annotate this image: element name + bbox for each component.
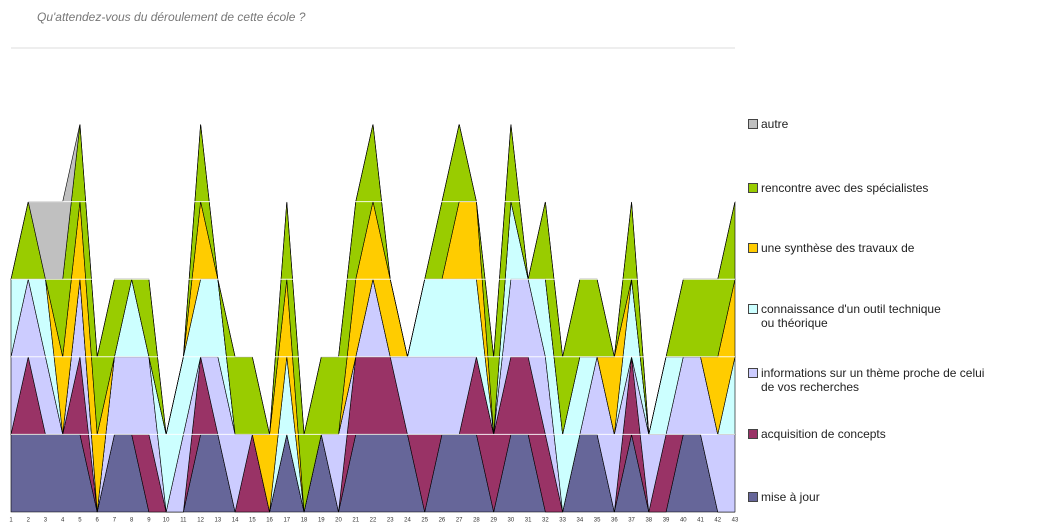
x-tick-label: 32: [542, 518, 549, 524]
legend-item: mise à jour: [748, 490, 820, 504]
x-tick-label: 10: [163, 518, 170, 524]
x-tick-label: 5: [78, 518, 82, 524]
legend-label: mise à jour: [761, 490, 820, 504]
x-tick-label: 6: [96, 518, 100, 524]
x-tick-label: 41: [697, 518, 704, 524]
x-tick-label: 26: [439, 518, 446, 524]
legend-swatch: [748, 243, 758, 253]
x-tick-label: 11: [180, 518, 187, 524]
x-tick-label: 39: [663, 518, 670, 524]
legend-label: connaissance d'un outil technique ou thé…: [761, 302, 941, 330]
legend-swatch: [748, 119, 758, 129]
legend-swatch: [748, 183, 758, 193]
legend-item: informations sur un thème proche de celu…: [748, 366, 984, 394]
x-tick-label: 38: [645, 518, 652, 524]
x-tick-label: 35: [594, 518, 601, 524]
legend-item: rencontre avec des spécialistes: [748, 181, 928, 195]
x-tick-label: 43: [732, 518, 739, 524]
x-tick-label: 1: [9, 518, 13, 524]
x-tick-label: 34: [577, 518, 584, 524]
legend-swatch: [748, 368, 758, 378]
x-tick-label: 22: [370, 518, 377, 524]
legend-swatch: [748, 492, 758, 502]
legend-label: rencontre avec des spécialistes: [761, 181, 929, 195]
x-tick-label: 20: [335, 518, 342, 524]
legend-swatch: [748, 429, 758, 439]
x-tick-label: 21: [352, 518, 359, 524]
x-tick-label: 8: [130, 518, 134, 524]
chart: Qu'attendez-vous du déroulement de cette…: [9, 10, 739, 524]
legend-item: connaissance d'un outil technique ou thé…: [748, 302, 941, 330]
x-tick-label: 37: [628, 518, 635, 524]
legend-swatch: [748, 304, 758, 314]
x-tick-label: 2: [27, 518, 31, 524]
x-tick-label: 19: [318, 518, 325, 524]
legend-label: une synthèse des travaux de: [761, 241, 915, 255]
x-tick-label: 14: [232, 518, 239, 524]
x-tick-label: 18: [301, 518, 308, 524]
legend: autre rencontre avec des spécialistes une …: [748, 0, 1058, 527]
legend-label: acquisition de concepts: [761, 427, 886, 441]
x-tick-label: 4: [61, 518, 65, 524]
x-tick-label: 36: [611, 518, 618, 524]
x-tick-label: 40: [680, 518, 687, 524]
x-tick-label: 9: [147, 518, 151, 524]
x-tick-label: 28: [473, 518, 480, 524]
x-tick-label: 16: [266, 518, 273, 524]
legend-label: autre: [761, 117, 789, 131]
x-tick-label: 13: [215, 518, 222, 524]
areas: [10, 123, 736, 513]
x-tick-label: 24: [404, 518, 411, 524]
x-tick-label: 7: [113, 518, 117, 524]
x-tick-label: 17: [283, 518, 290, 524]
legend-item: acquisition de concepts: [748, 427, 886, 441]
x-tick-label: 30: [508, 518, 515, 524]
x-tick-label: 31: [525, 518, 532, 524]
x-tick-label: 33: [559, 518, 566, 524]
legend-item: une synthèse des travaux de: [748, 241, 914, 255]
x-tick-label: 23: [387, 518, 394, 524]
x-tick-label: 27: [456, 518, 463, 524]
x-tick-label: 3: [44, 518, 48, 524]
x-tick-label: 29: [490, 518, 497, 524]
chart-title: Qu'attendez-vous du déroulement de cette…: [37, 10, 306, 24]
x-tick-label: 42: [714, 518, 721, 524]
x-tick-label: 15: [249, 518, 256, 524]
legend-item: autre: [748, 117, 788, 131]
x-tick-label: 25: [421, 518, 428, 524]
legend-label: informations sur un thème proche de celu…: [761, 366, 985, 394]
x-tick-label: 12: [197, 518, 204, 524]
